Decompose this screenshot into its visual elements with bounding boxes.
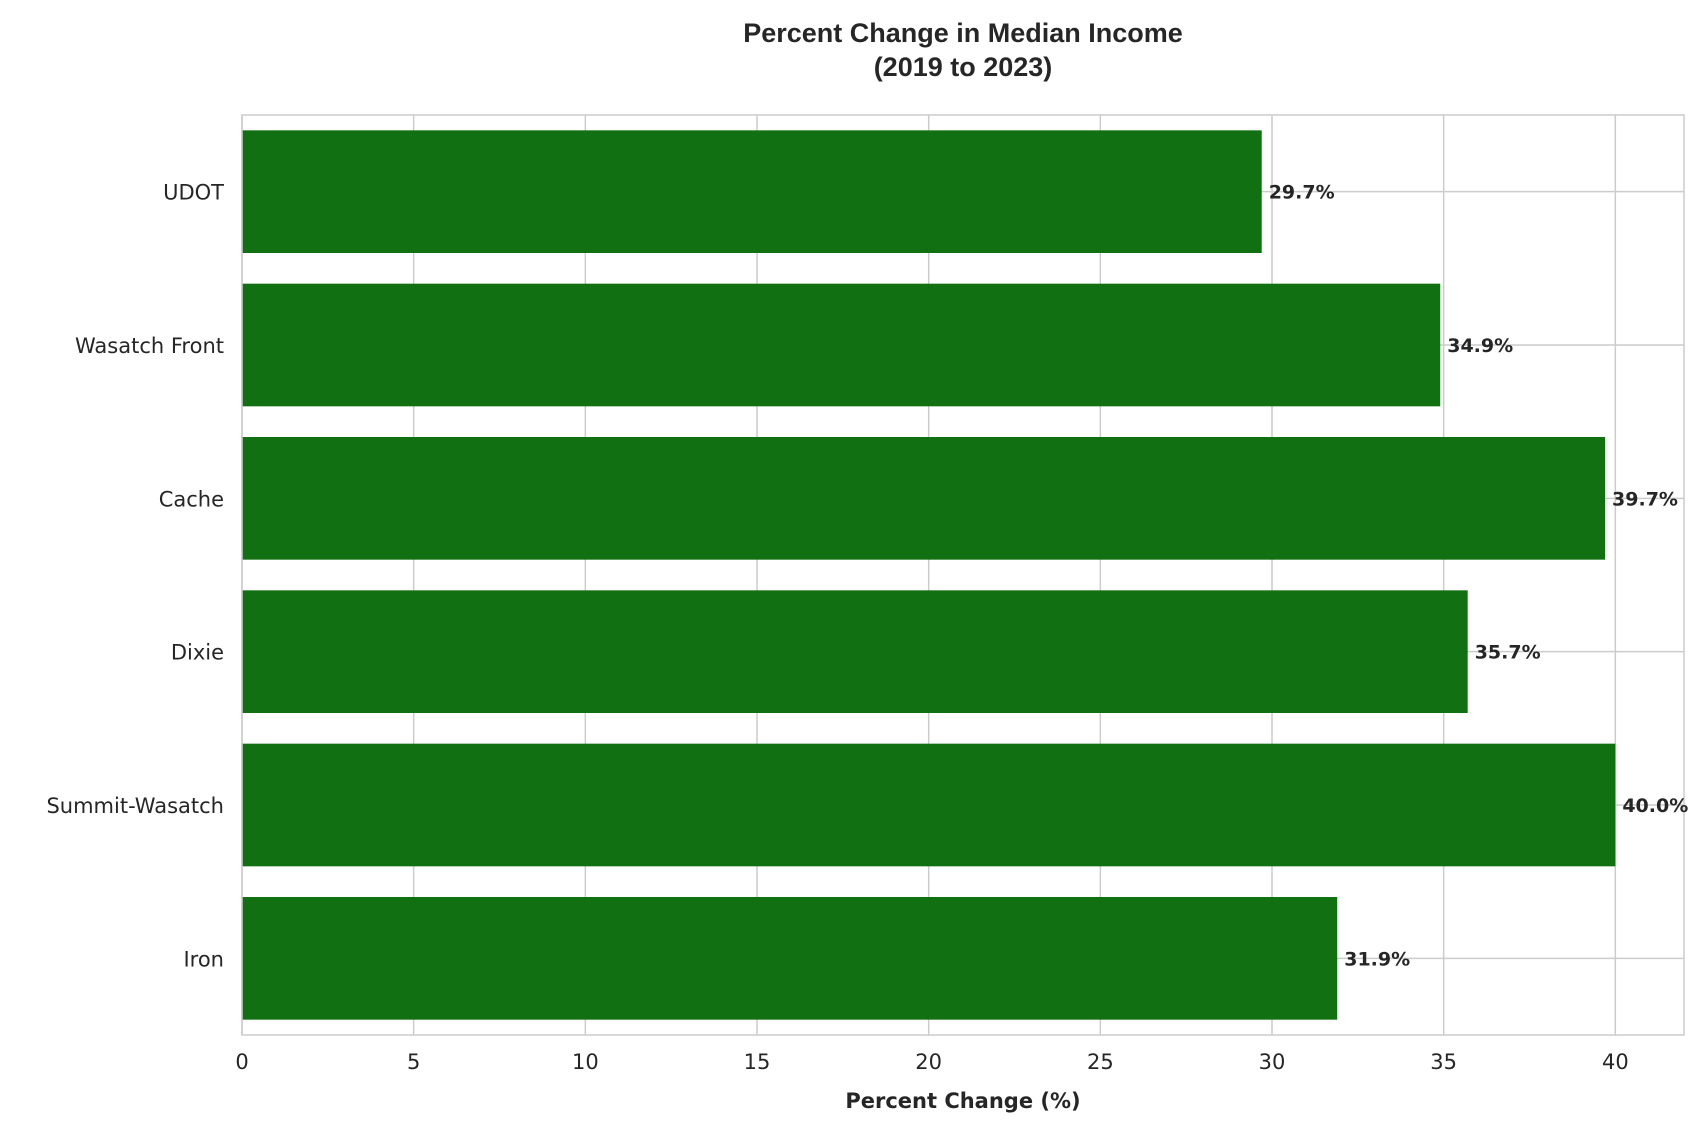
y-tick-label: UDOT xyxy=(163,181,224,205)
x-tick-label: 10 xyxy=(572,1050,599,1074)
y-tick-label: Iron xyxy=(183,947,224,971)
data-label: 40.0% xyxy=(1622,795,1688,817)
x-axis-label: Percent Change (%) xyxy=(845,1089,1080,1113)
data-label: 39.7% xyxy=(1612,488,1678,510)
data-label: 34.9% xyxy=(1447,335,1513,357)
bar-layer xyxy=(242,130,1616,1020)
x-tick-label: 20 xyxy=(915,1050,942,1074)
bar-summit-wasatch xyxy=(242,743,1616,867)
x-tick-label: 0 xyxy=(235,1050,248,1074)
bar-wasatch-front xyxy=(242,283,1441,407)
y-tick-label: Wasatch Front xyxy=(75,334,224,358)
chart-title-line-2: (2019 to 2023) xyxy=(874,52,1053,82)
x-tick-label: 35 xyxy=(1430,1050,1457,1074)
x-tick-label: 15 xyxy=(744,1050,771,1074)
x-tick-label: 40 xyxy=(1602,1050,1629,1074)
chart-title-line-1: Percent Change in Median Income xyxy=(743,18,1183,48)
y-tick-label: Cache xyxy=(159,487,224,511)
x-tick-label: 5 xyxy=(407,1050,420,1074)
plot-frame xyxy=(241,114,1685,1036)
bar-dixie xyxy=(242,590,1468,713)
data-label: 29.7% xyxy=(1269,182,1335,204)
bar-iron xyxy=(242,897,1338,1020)
y-tick-label: Dixie xyxy=(171,641,224,665)
data-label: 31.9% xyxy=(1344,948,1410,970)
x-tick-label: 25 xyxy=(1087,1050,1114,1074)
data-label: 35.7% xyxy=(1475,642,1541,664)
y-tick-label: Summit-Wasatch xyxy=(46,794,224,818)
bar-cache xyxy=(242,437,1606,560)
bar-udot xyxy=(242,130,1262,253)
tick-layer: 0 5 10 15 20 25 30 35 40 UDOT 29.7% Wasatch Front 34… xyxy=(46,181,1688,1074)
x-tick-label: 30 xyxy=(1259,1050,1286,1074)
